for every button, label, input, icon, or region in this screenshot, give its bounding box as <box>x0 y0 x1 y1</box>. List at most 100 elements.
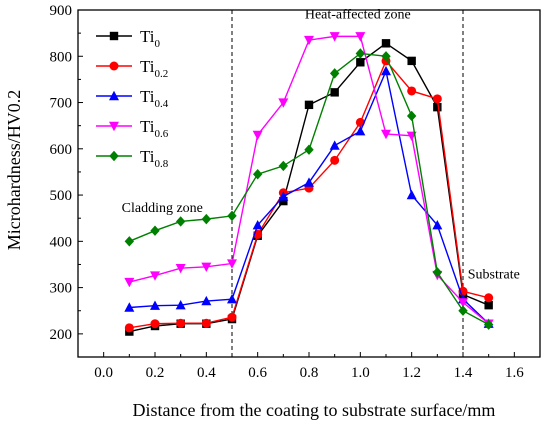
data-point-triangle-up <box>304 177 314 187</box>
data-point-triangle-up <box>124 302 135 312</box>
data-point-triangle-down <box>124 277 135 288</box>
data-point-triangle-down <box>458 298 468 308</box>
data-point-diamond <box>432 267 443 278</box>
legend-item: Ti0.4 <box>96 87 169 110</box>
data-point-triangle-down <box>109 121 119 132</box>
y-tick-label: 200 <box>50 327 73 343</box>
data-point-diamond <box>483 319 494 330</box>
data-point-square <box>433 102 442 112</box>
data-point-triangle-up <box>109 90 119 101</box>
x-tick-label: 1.0 <box>351 365 370 381</box>
y-tick-label: 700 <box>50 96 73 112</box>
data-point-diamond <box>109 150 119 162</box>
data-point-triangle-up <box>175 299 186 310</box>
legend-item: Ti0.6 <box>96 117 169 140</box>
series-0-2 <box>124 56 494 333</box>
axes: 0.0 0.2 0.4 0.6 0.8 1.0 1.2 1.4 1.6 200 300 400 500 6… <box>50 3 541 381</box>
data-point-triangle-down <box>150 271 160 281</box>
legend-item: Ti0.8 <box>96 147 169 170</box>
y-tick-label: 400 <box>50 234 73 250</box>
data-point-square <box>484 300 493 310</box>
legend-label: Ti0.2 <box>140 57 168 80</box>
data-point-triangle-down <box>329 32 340 42</box>
data-point-square <box>109 31 119 41</box>
data-point-diamond <box>329 68 340 79</box>
x-tick-label: 1.2 <box>402 365 421 381</box>
data-point-triangle-down <box>304 35 314 46</box>
series-0-6 <box>124 32 494 329</box>
data-point-diamond <box>355 48 366 59</box>
y-tick-label: 600 <box>50 142 73 158</box>
data-point-diamond <box>124 236 135 247</box>
data-point-triangle-down <box>227 259 237 269</box>
data-point-square <box>330 88 339 97</box>
data-point-triangle-up <box>355 126 366 136</box>
annotations: Cladding zone Heat-affected zone Substrate <box>122 7 520 282</box>
legend: Ti0 Ti0.2 Ti0.4 Ti0.6 Ti0.8 <box>96 27 169 170</box>
data-point-circle <box>150 319 160 329</box>
data-point-circle <box>484 293 494 303</box>
annotation-label: Substrate <box>468 267 520 282</box>
data-point-triangle-down <box>252 130 263 141</box>
data-point-triangle-up <box>150 300 160 310</box>
legend-item: Ti0.2 <box>96 57 168 80</box>
data-point-square <box>279 196 288 206</box>
data-point-triangle-up <box>227 293 237 304</box>
data-point-diamond <box>406 110 417 122</box>
x-tick-label: 0.0 <box>94 365 113 381</box>
data-point-diamond <box>304 144 314 155</box>
data-point-diamond <box>227 210 237 222</box>
data-point-circle <box>109 61 119 71</box>
y-tick-label: 900 <box>50 3 73 19</box>
data-point-diamond <box>278 160 289 172</box>
data-point-triangle-up <box>432 219 443 230</box>
legend-label: Ti0.4 <box>140 87 169 110</box>
data-point-circle <box>201 318 211 328</box>
data-point-circle <box>176 318 186 328</box>
y-axis-title: Microhardness/HV0.2 <box>4 90 24 250</box>
legend-label: Ti0.8 <box>140 147 169 170</box>
data-point-square <box>304 100 314 110</box>
zone-dividers <box>231 10 464 357</box>
data-point-triangle-down <box>175 263 186 274</box>
data-point-triangle-down <box>201 262 212 272</box>
data-point-square <box>407 56 416 66</box>
annotation-label: Cladding zone <box>122 201 203 216</box>
legend-label: Ti0.6 <box>140 117 169 140</box>
y-tick-label: 300 <box>50 281 73 297</box>
y-tick-label: 800 <box>50 49 73 65</box>
x-tick-label: 0.2 <box>146 365 165 381</box>
data-point-circle <box>227 312 237 322</box>
y-tick-label: 500 <box>50 188 73 204</box>
data-point-square <box>381 39 391 48</box>
series-0-8 <box>124 48 494 330</box>
data-point-diamond <box>201 213 212 225</box>
data-point-triangle-up <box>381 65 391 76</box>
data-point-circle <box>124 323 134 333</box>
data-point-diamond <box>150 225 160 236</box>
data-point-triangle-up <box>252 219 263 230</box>
data-point-triangle-down <box>355 32 366 42</box>
data-point-triangle-down <box>278 98 289 108</box>
data-point-diamond <box>458 305 468 316</box>
x-tick-label: 1.4 <box>454 365 473 381</box>
legend-label: Ti0 <box>140 27 161 50</box>
data-point-square <box>356 58 365 67</box>
data-point-triangle-down <box>381 129 391 140</box>
x-axis-title: Distance from the coating to substrate s… <box>133 400 496 420</box>
data-point-diamond <box>175 216 186 227</box>
x-tick-label: 1.6 <box>505 365 524 381</box>
data-point-triangle-up <box>406 189 417 200</box>
data-point-diamond <box>381 51 391 62</box>
legend-item: Ti0 <box>96 27 161 50</box>
x-tick-label: 0.4 <box>197 365 216 381</box>
data-point-circle <box>407 86 417 96</box>
data-point-circle <box>330 155 340 165</box>
series-layer <box>124 32 494 336</box>
x-tick-label: 0.6 <box>248 365 267 381</box>
x-tick-label: 0.8 <box>300 365 319 381</box>
data-point-circle <box>432 94 442 104</box>
data-point-diamond <box>252 169 263 180</box>
data-point-triangle-up <box>329 140 340 150</box>
